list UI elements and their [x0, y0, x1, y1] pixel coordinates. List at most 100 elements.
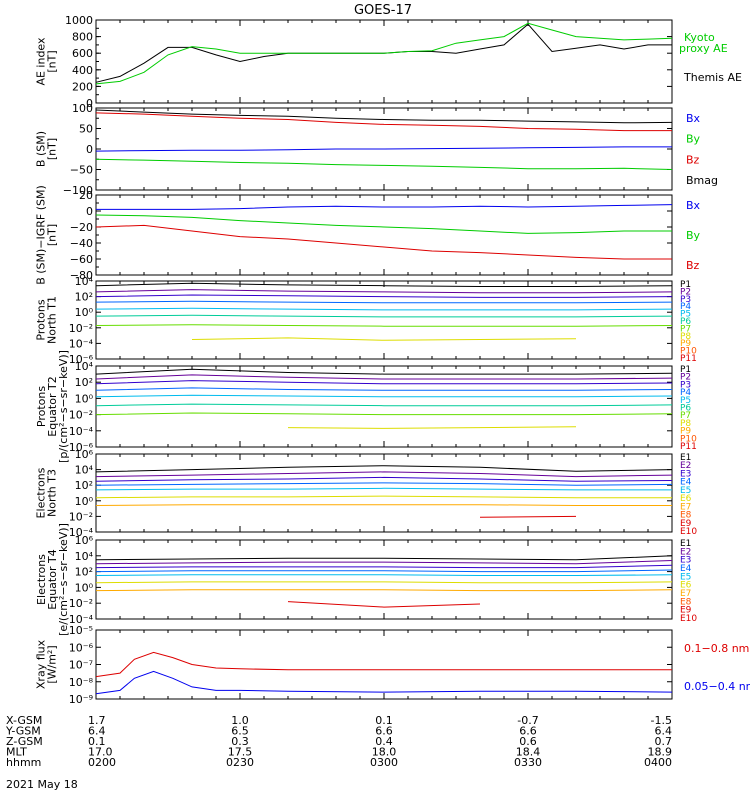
ytick-label: 10⁴	[75, 275, 94, 288]
legend-entry: P7	[680, 324, 691, 334]
ylabel-line: Electrons	[35, 467, 48, 518]
legend-entry: E2	[680, 547, 691, 557]
time-row-value: 0.7	[655, 735, 673, 748]
legend-entry: Bx	[686, 112, 701, 125]
legend-entry: E8	[680, 511, 692, 521]
legend-entry: E1	[680, 453, 691, 463]
series-line-e3	[95, 564, 673, 569]
legend-entry: By	[686, 133, 701, 146]
legend-entry: E2	[680, 461, 691, 471]
series-line-e1	[95, 555, 673, 561]
date-label: 2021 May 18	[6, 778, 78, 791]
ytick-label: 0	[86, 205, 93, 218]
time-row-value: 18.0	[372, 746, 397, 759]
time-row-label: X-GSM	[6, 714, 42, 727]
time-row-label: Y-GSM	[5, 725, 41, 738]
legend-entry: By	[686, 229, 701, 242]
time-row-label: MLT	[6, 746, 27, 759]
ytick-label: 10⁻⁴	[69, 526, 94, 539]
time-row-value: 6.6	[519, 725, 537, 738]
legend-entry: P4	[680, 388, 691, 398]
legend-entry: P8	[680, 332, 691, 342]
ytick-label: −20	[70, 221, 93, 234]
ytick-label: 0	[86, 143, 93, 156]
legend-entry: P6	[680, 404, 691, 414]
legend-entry: P9	[680, 339, 691, 349]
ytick-label: 10⁻²	[69, 597, 93, 610]
series-line-bx	[95, 146, 672, 152]
series-line-e4	[95, 482, 673, 486]
ytick-label: 10²	[75, 291, 93, 304]
legend-entry: E7	[680, 502, 691, 512]
ytick-label: −50	[70, 164, 93, 177]
series-line-0-1-0-8-nm	[95, 651, 672, 678]
ytick-label: 10⁻⁹	[69, 693, 93, 706]
ytick-label: 10⁻²	[69, 409, 93, 422]
time-row-value: 0230	[226, 756, 254, 769]
series-line-e6	[95, 495, 672, 499]
ylabel-line: Equator T4	[46, 549, 59, 609]
series-line-p6	[95, 403, 673, 407]
time-row-value: 6.4	[88, 725, 106, 738]
ylabel-line: B (SM)−IGRF (SM)	[35, 185, 48, 285]
legend-entry: Bz	[686, 259, 700, 272]
figure-title: GOES-17	[354, 3, 412, 18]
panel-frame	[95, 629, 673, 700]
legend-entry: P10	[680, 347, 697, 357]
legend-entry: P1	[680, 280, 691, 290]
ylabel-line: [nT]	[46, 224, 59, 246]
time-row-value: 0.6	[519, 735, 537, 748]
legend-entry: P9	[680, 427, 691, 437]
legend-entry: E3	[680, 556, 691, 566]
time-row-value: -1.5	[651, 714, 672, 727]
time-row-value: 6.6	[375, 725, 393, 738]
ylabel-line: B (SM)	[35, 131, 48, 167]
time-row-value: 1.7	[88, 714, 106, 727]
ytick-label: −80	[70, 269, 93, 282]
series-line-e1	[95, 465, 673, 473]
legend-entry: P11	[680, 354, 697, 364]
legend-entry: E4	[680, 564, 692, 574]
ytick-label: 10⁴	[75, 464, 94, 477]
time-row-value: 18.4	[516, 746, 541, 759]
ytick-label: 0	[86, 97, 93, 110]
legend-entry: E3	[680, 469, 691, 479]
series-line-p7	[95, 324, 673, 327]
panel-frame	[95, 365, 673, 448]
ytick-label: 10⁻⁶	[69, 641, 94, 654]
ylabel-line: AE index	[35, 37, 48, 86]
ytick-label: 10⁴	[75, 550, 94, 563]
ytick-label: 10²	[75, 376, 93, 389]
series-line-e8	[288, 602, 672, 608]
ylabel-line: North T1	[46, 296, 59, 344]
time-row-value: 0400	[644, 756, 672, 769]
ytick-label: 10²	[75, 566, 93, 579]
series-line-e2	[95, 471, 673, 478]
series-line-e8	[479, 515, 577, 518]
series-line-p1	[95, 368, 673, 375]
legend-entry: Bz	[686, 153, 700, 166]
legend-entry: E8	[680, 597, 692, 607]
ytick-label: 100	[72, 102, 93, 115]
series-line-p5	[95, 307, 673, 311]
ytick-label: 10⁰	[75, 581, 94, 594]
ytick-label: 10⁶	[75, 448, 94, 461]
ytick-label: 10⁻⁴	[69, 337, 94, 350]
series-line-p4	[95, 387, 673, 391]
legend-entry: Kyoto	[684, 31, 715, 44]
series-line-p3	[95, 380, 673, 385]
ylabel-line: [e/(cm²−s−sr−keV)]	[57, 523, 70, 636]
legend-entry: Bmag	[686, 174, 718, 187]
ytick-label: 10⁴	[75, 360, 94, 373]
legend-entry: E6	[680, 494, 692, 504]
series-line-e7	[95, 504, 672, 506]
legend-entry: 0.1−0.8 nm	[684, 642, 749, 655]
ytick-label: −60	[70, 253, 93, 266]
series-line-e4	[95, 569, 673, 573]
series-line-p3	[95, 294, 673, 298]
series-line-p1	[95, 282, 673, 287]
